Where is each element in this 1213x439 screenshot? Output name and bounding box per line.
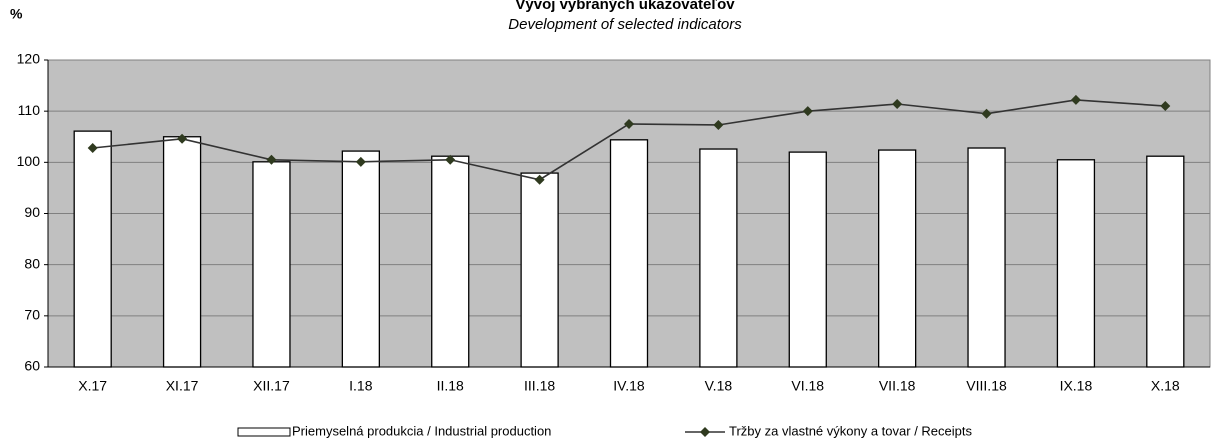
x-tick-label: XII.17 [253,378,290,394]
marker [981,108,992,119]
marker [177,133,188,144]
marker [713,119,724,130]
y-axis-label: % [10,6,23,22]
legend-marker [700,427,710,437]
marker [1160,101,1171,112]
bar [431,155,470,368]
x-tick-label: IX.18 [1060,378,1093,394]
marker [445,154,456,165]
y-tick-label: 70 [24,307,40,323]
marker [355,156,366,167]
chart-subtitle: Development of selected indicators [508,16,742,33]
legend-label: Tržby za vlastné výkony a tovar / Receip… [729,423,973,438]
x-tick-label: VI.18 [791,378,824,394]
x-tick-label: X.18 [1151,378,1180,394]
bar [967,147,1006,368]
x-tick-label: II.18 [437,378,464,394]
bar [252,161,291,368]
y-tick-label: 100 [17,153,41,169]
x-tick-label: V.18 [705,378,733,394]
bar [73,130,112,368]
y-tick-label: 120 [17,51,41,67]
marker [892,99,903,110]
x-tick-label: XI.17 [166,378,199,394]
bar [878,149,917,368]
bar [788,151,827,368]
marker [534,174,545,185]
chart-title: Vývoj vybraných ukazovateľov [515,0,735,13]
bar [520,172,559,368]
bar [162,136,202,368]
bar [341,150,380,368]
bar [1146,155,1185,368]
y-tick-label: 80 [24,255,40,271]
marker [1070,94,1081,105]
x-tick-label: VIII.18 [966,378,1007,394]
marker [802,106,813,117]
legend-swatch [237,427,291,437]
x-tick-label: IV.18 [613,378,645,394]
bar [609,139,649,368]
x-tick-label: X.17 [78,378,107,394]
marker [624,118,634,129]
x-tick-label: III.18 [524,378,555,394]
bar [699,148,738,368]
bar [1056,159,1096,368]
y-tick-label: 90 [24,204,40,220]
x-tick-label: VII.18 [879,378,916,394]
x-tick-label: I.18 [349,378,373,394]
legend-label: Priemyselná produkcia / Industrial produ… [292,423,551,438]
marker [87,143,98,154]
y-tick-label: 110 [18,102,41,118]
marker [266,154,277,165]
y-tick-label: 60 [24,358,40,374]
